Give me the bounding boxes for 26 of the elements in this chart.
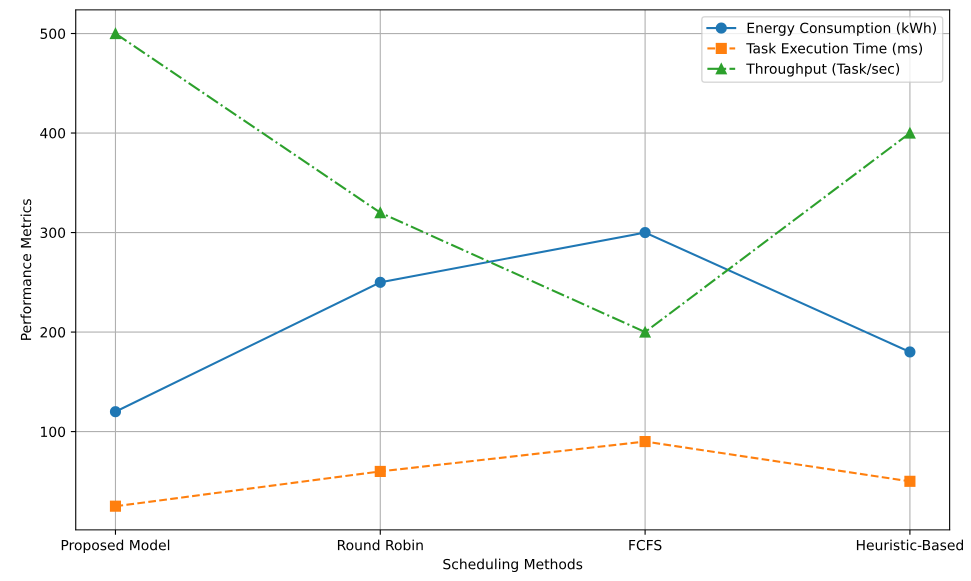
y-tick-label: 400 <box>40 128 66 139</box>
point <box>374 207 386 218</box>
x-axis-title: Scheduling Methods <box>443 558 582 572</box>
x-tick-label: Heuristic-Based <box>856 540 963 550</box>
x-tick-label: FCFS <box>629 540 662 550</box>
legend-label: Task Execution Time (ms) <box>746 42 922 56</box>
point <box>904 127 916 139</box>
legend-label: Energy Consumption (kWh) <box>748 22 936 36</box>
y-tick-label: 300 <box>40 228 66 238</box>
point <box>374 466 386 477</box>
y-axis-title: Performance Metrics <box>20 199 32 340</box>
x-tick-label: Round Robin <box>338 540 423 550</box>
point <box>904 346 916 358</box>
point <box>110 28 122 40</box>
x-tick-label: Proposed Model <box>62 540 170 554</box>
point <box>640 227 651 238</box>
point <box>904 476 916 487</box>
point <box>110 500 122 512</box>
point <box>640 436 651 448</box>
legend-label: Throughput (Task/sec) <box>746 63 900 77</box>
y-tick-label: 500 <box>40 28 66 39</box>
y-tick-label: 200 <box>40 327 66 338</box>
point <box>374 276 386 288</box>
point <box>640 326 651 338</box>
point <box>110 406 122 418</box>
y-tick-label: 100 <box>41 426 66 438</box>
